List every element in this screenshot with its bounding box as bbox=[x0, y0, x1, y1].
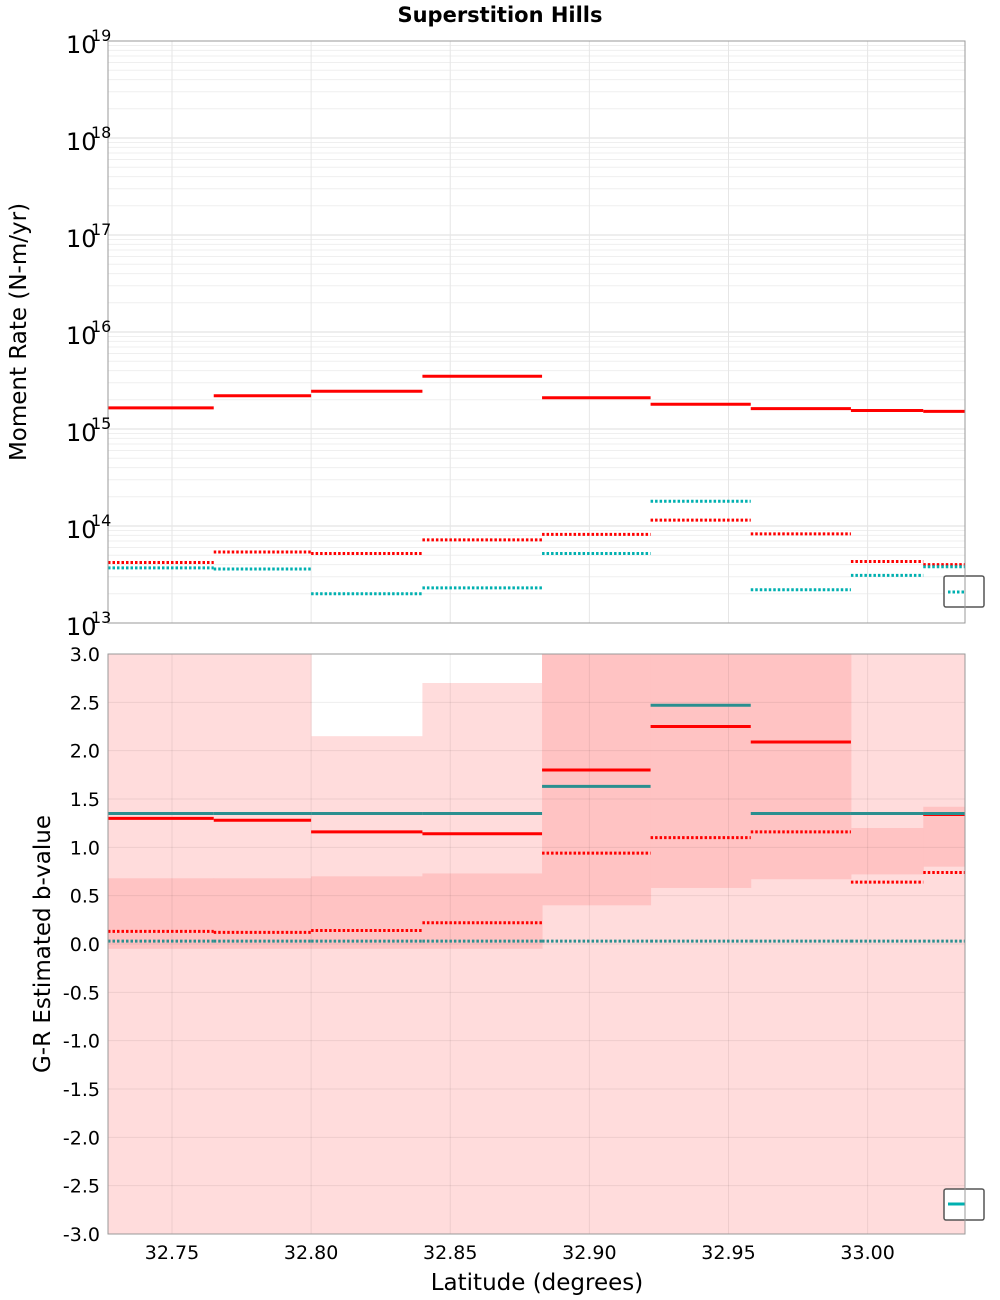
y-tick-label: 10 bbox=[66, 516, 97, 544]
x-tick-label: 33.00 bbox=[840, 1242, 894, 1264]
band-1-rect bbox=[923, 806, 966, 867]
b-value-y-axis-label: G-R Estimated b-value bbox=[30, 815, 56, 1073]
y-tick-label: -1.5 bbox=[63, 1079, 100, 1101]
y-tick-exponent: 13 bbox=[91, 608, 111, 627]
y-tick-label: 0.0 bbox=[70, 934, 100, 956]
band-1-rect bbox=[542, 654, 652, 906]
y-tick-label: 1.0 bbox=[70, 837, 100, 859]
band-1-rect bbox=[213, 878, 312, 949]
y-tick-label: 3.0 bbox=[70, 644, 100, 666]
plot-frame bbox=[107, 40, 966, 624]
band-0-rect bbox=[311, 736, 423, 1234]
x-tick-label: 32.80 bbox=[284, 1242, 338, 1264]
b-value-panel: 3.0 2.5 2.0 1.5 1.0 0.5 0.0 -0.5 -1.0 -1.5 -2.0 -2.… bbox=[63, 644, 985, 1264]
y-tick-label: 1.5 bbox=[70, 789, 100, 811]
chart-title: Superstition Hills bbox=[397, 3, 602, 27]
band-0-rect bbox=[850, 654, 924, 1234]
band-0-rect bbox=[923, 654, 966, 1234]
y-tick-label: -2.0 bbox=[63, 1127, 100, 1149]
y-tick-label: 10 bbox=[66, 613, 97, 641]
band-1-rect bbox=[650, 654, 752, 888]
x-tick-label: 32.75 bbox=[145, 1242, 199, 1264]
y-tick-exponent: 15 bbox=[91, 414, 111, 433]
x-tick-label: 32.95 bbox=[701, 1242, 755, 1264]
y-tick-label: -3.0 bbox=[63, 1224, 100, 1246]
x-tick-label: 32.85 bbox=[423, 1242, 477, 1264]
y-tick-label: 2.0 bbox=[70, 741, 100, 763]
y-tick-label: 10 bbox=[66, 128, 97, 156]
moment-rate-y-axis-label: Moment Rate (N-m/yr) bbox=[6, 203, 32, 461]
y-tick-exponent: 18 bbox=[91, 123, 111, 142]
band-1-rect bbox=[108, 878, 215, 949]
band-1-rect bbox=[750, 654, 852, 880]
band-0-rect bbox=[422, 683, 543, 1234]
y-tick-exponent: 19 bbox=[91, 26, 111, 45]
y-tick-label: -2.5 bbox=[63, 1176, 100, 1198]
y-tick-label: 10 bbox=[66, 31, 97, 59]
y-tick-label: 2.5 bbox=[70, 692, 100, 714]
band-1-rect bbox=[311, 876, 423, 949]
x-tick-label: 32.90 bbox=[562, 1242, 616, 1264]
y-tick-label: 10 bbox=[66, 419, 97, 447]
y-tick-label: 10 bbox=[66, 225, 97, 253]
y-tick-label: 10 bbox=[66, 322, 97, 350]
band-1-rect bbox=[422, 873, 543, 949]
y-tick-label: -1.0 bbox=[63, 1031, 100, 1053]
y-tick-exponent: 16 bbox=[91, 317, 111, 336]
y-tick-exponent: 14 bbox=[91, 511, 111, 530]
plot-frame bbox=[107, 653, 966, 1235]
y-tick-label: -0.5 bbox=[63, 982, 100, 1004]
y-tick-exponent: 17 bbox=[91, 220, 111, 239]
x-axis-label: Latitude (degrees) bbox=[431, 1270, 644, 1296]
band-1-rect bbox=[850, 828, 924, 875]
y-tick-label: 0.5 bbox=[70, 886, 100, 908]
